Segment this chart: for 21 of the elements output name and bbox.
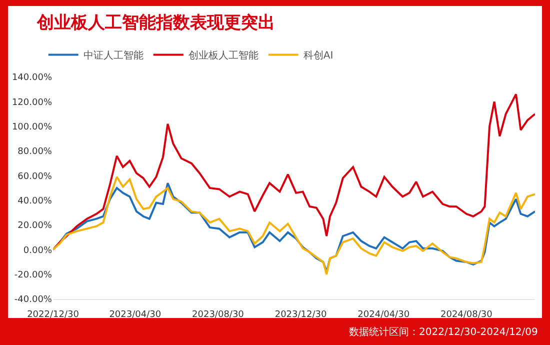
y-tick-label: 80.00% xyxy=(18,147,52,158)
x-tick-label: 2023/04/30 xyxy=(109,310,162,320)
y-tick-label: 120.00% xyxy=(12,98,52,108)
y-tick-label: 40.00% xyxy=(18,196,52,206)
y-tick-label: -40.00% xyxy=(14,295,52,306)
x-tick-label: 2023/08/30 xyxy=(192,310,244,320)
legend-label: 创业板人工智能 xyxy=(188,50,258,62)
y-tick-label: 100.00% xyxy=(12,122,52,132)
legend-label: 中证人工智能 xyxy=(83,50,144,62)
x-tick-label: 2023/12/30 xyxy=(274,310,327,320)
text: 数据统计区间：2022/12/30-2024/12/09 xyxy=(349,326,538,338)
x-tick-label: 2024/04/30 xyxy=(358,310,410,320)
chart-title: 创业板人工智能指数表现更突出 xyxy=(36,13,275,33)
y-tick-label: 20.00% xyxy=(18,221,52,232)
y-tick-label: 60.00% xyxy=(18,172,52,182)
x-tick-label: 2024/08/30 xyxy=(440,310,493,320)
y-tick-label: 0.00% xyxy=(23,246,52,256)
y-tick-label: 140.00% xyxy=(12,73,52,84)
y-tick-label: -20.00% xyxy=(14,270,52,280)
legend-label: 科创AI xyxy=(303,50,334,62)
x-tick-label: 2022/12/30 xyxy=(27,310,80,320)
